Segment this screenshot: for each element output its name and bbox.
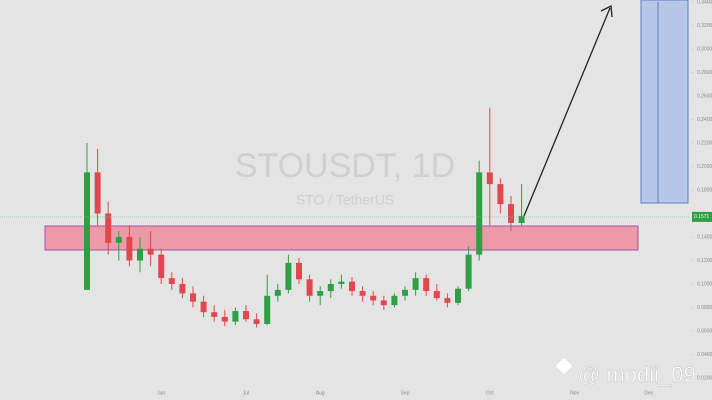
candle-body bbox=[412, 278, 419, 290]
candle-body bbox=[264, 295, 271, 324]
candle-body bbox=[391, 295, 398, 306]
x-tick-label: Dec bbox=[644, 390, 653, 396]
x-tick-label: Aug bbox=[316, 390, 325, 396]
credit: @ modii_09 bbox=[578, 362, 696, 387]
candle-body bbox=[433, 291, 440, 299]
candle-body bbox=[147, 248, 154, 255]
arrow-head bbox=[600, 4, 613, 18]
candle-body bbox=[402, 289, 408, 296]
candle-body bbox=[274, 289, 281, 296]
x-tick-label: Jul bbox=[243, 390, 249, 396]
y-tick-label: 0.3000 bbox=[697, 46, 712, 52]
candle-body bbox=[158, 254, 165, 279]
candle-body bbox=[486, 172, 493, 185]
candle-body bbox=[126, 237, 133, 261]
candle-body bbox=[243, 311, 249, 320]
candle-body bbox=[190, 293, 196, 302]
watermark-name: STO / TetherUS bbox=[296, 192, 394, 208]
y-tick-label: 0.2600 bbox=[697, 93, 712, 99]
candle-body bbox=[232, 311, 239, 322]
x-tick-label: Oct bbox=[486, 390, 494, 396]
candle-body bbox=[423, 278, 430, 292]
last-price-tag bbox=[692, 211, 712, 222]
y-tick-label: 0.1200 bbox=[697, 258, 712, 264]
candle-body bbox=[338, 281, 345, 284]
candle-body bbox=[444, 298, 451, 303]
candle-body bbox=[296, 262, 302, 280]
target-box bbox=[640, 0, 689, 204]
x-tick-label: Jun bbox=[157, 390, 165, 396]
candle-body bbox=[179, 284, 186, 294]
candle-body bbox=[168, 278, 175, 284]
candle-body bbox=[465, 254, 472, 289]
candle-body bbox=[115, 237, 122, 243]
support-zone bbox=[44, 225, 639, 251]
watermark-symbol: STOUSDT, 1D bbox=[235, 147, 455, 185]
y-tick-label: 0.2400 bbox=[697, 117, 712, 123]
candle-body bbox=[370, 295, 377, 301]
candle-body bbox=[497, 184, 504, 205]
candle-body bbox=[518, 215, 525, 223]
y-tick-label: 0.1800 bbox=[697, 187, 712, 193]
projection-arrow bbox=[523, 7, 611, 217]
y-tick-label: 0.0400 bbox=[697, 352, 712, 358]
y-tick-label: 0.0200 bbox=[697, 375, 712, 381]
y-tick-label: 0.1000 bbox=[697, 281, 712, 287]
last-price-label: 0.1571 bbox=[694, 214, 710, 220]
candle-body bbox=[508, 204, 514, 223]
candle-body bbox=[349, 281, 355, 292]
candle-body bbox=[94, 172, 101, 214]
candle-body bbox=[455, 288, 461, 303]
candle-body bbox=[84, 172, 90, 290]
candle-body bbox=[476, 172, 483, 255]
y-tick-label: 0.3200 bbox=[697, 23, 712, 29]
y-tick-label: 0.1400 bbox=[697, 234, 712, 240]
candle-body bbox=[380, 300, 387, 306]
y-tick-label: 0.2000 bbox=[697, 164, 712, 170]
candle-body bbox=[137, 248, 143, 261]
logo bbox=[556, 358, 572, 374]
y-tick-label: 0.2200 bbox=[697, 140, 712, 146]
candle-body bbox=[211, 312, 218, 317]
candle-body bbox=[285, 262, 292, 290]
y-tick-label: 0.3400 bbox=[697, 0, 712, 5]
y-tick-label: 0.0800 bbox=[697, 305, 712, 311]
candle-body bbox=[359, 291, 366, 296]
candle-body bbox=[317, 291, 324, 296]
candle-body bbox=[327, 284, 334, 292]
y-tick-label: 0.0600 bbox=[697, 328, 712, 334]
x-tick-label: Nov bbox=[570, 390, 579, 396]
y-tick-label: 0.2800 bbox=[697, 70, 712, 76]
candle-body bbox=[221, 316, 228, 322]
x-tick-label: Sep bbox=[401, 390, 410, 396]
candle-body bbox=[253, 319, 260, 324]
candle-body bbox=[306, 279, 313, 296]
candle-body bbox=[200, 301, 207, 313]
candle-body bbox=[105, 213, 112, 243]
